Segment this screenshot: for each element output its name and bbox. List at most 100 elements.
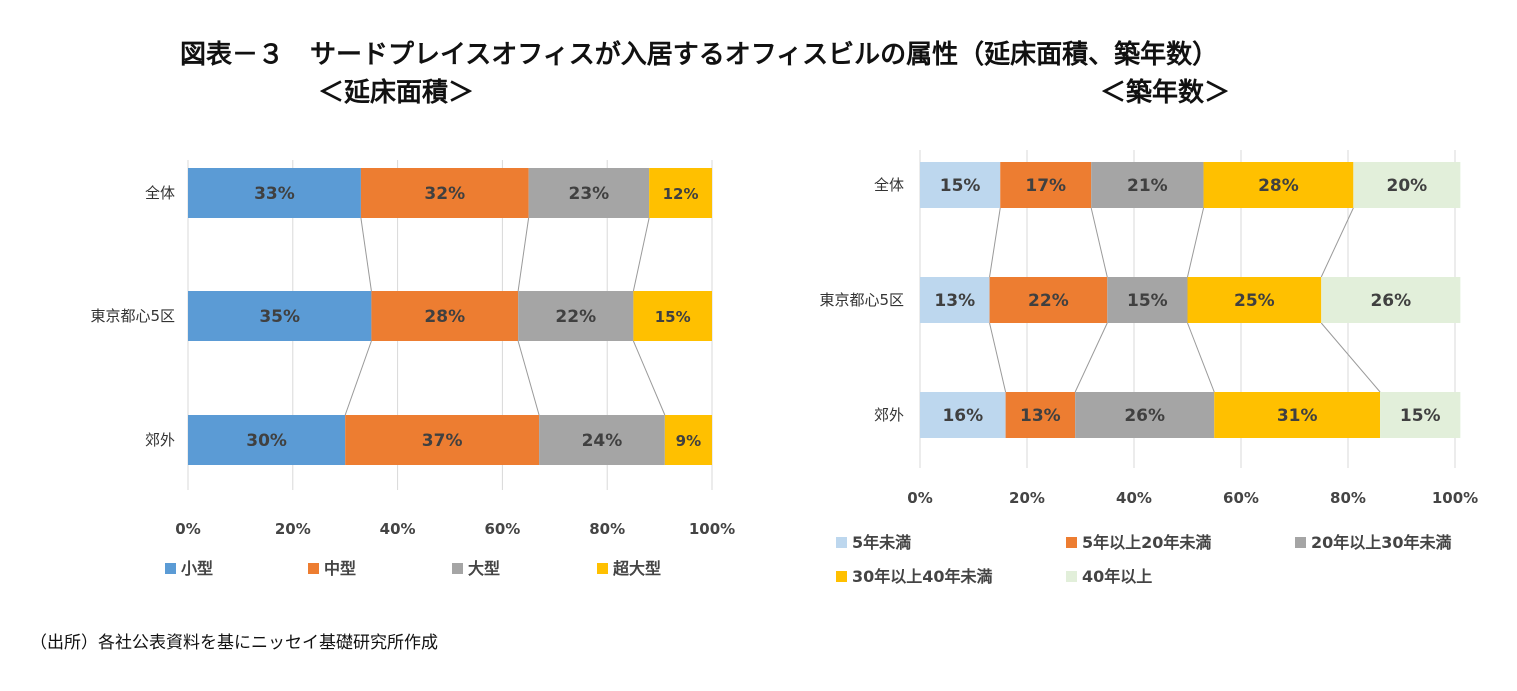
bar-中型-郊外 (345, 415, 540, 465)
x-tick-label: 60% (1223, 489, 1259, 507)
series-connector-line (1320, 207, 1354, 278)
legend-swatch-5年未満 (836, 537, 847, 548)
bar-40年以上-東京都心5区 (1321, 277, 1461, 323)
data-label: 24% (582, 431, 623, 451)
data-label: 26% (1124, 406, 1165, 426)
bar-5年以上20年未満-郊外 (1005, 392, 1076, 438)
legend-swatch-5年以上20年未満 (1066, 537, 1077, 548)
page-title: 図表－３ サードプレイスオフィスが入居するオフィスビルの属性（延床面積、築年数） (180, 40, 1219, 70)
data-label: 22% (1028, 291, 1069, 311)
series-connector-line (1074, 322, 1108, 393)
bar-5年以上20年未満-全体 (1000, 162, 1092, 208)
legend-swatch-20年以上30年未満 (1295, 537, 1306, 548)
category-label: 全体 (874, 176, 904, 194)
x-tick-label: 80% (589, 520, 625, 538)
x-tick-label: 100% (1432, 489, 1478, 507)
source-note: （出所）各社公表資料を基にニッセイ基礎研究所作成 (30, 633, 438, 653)
legend-label: 30年以上40年未満 (852, 567, 993, 586)
right-chart-subtitle: ＜築年数＞ (1100, 78, 1231, 108)
data-label: 15% (1127, 291, 1168, 311)
series-connector-line (360, 217, 372, 292)
bar-30年以上40年未満-郊外 (1214, 392, 1381, 438)
bar-30年以上40年未満-全体 (1203, 162, 1354, 208)
data-label: 30% (246, 431, 287, 451)
legend-label: 5年未満 (852, 533, 911, 552)
data-label: 15% (655, 308, 691, 326)
legend-label: 20年以上30年未満 (1311, 533, 1452, 552)
data-label: 17% (1025, 176, 1066, 196)
x-tick-label: 100% (689, 520, 735, 538)
bar-30年以上40年未満-東京都心5区 (1187, 277, 1322, 323)
data-label: 13% (1020, 406, 1061, 426)
series-connector-line (344, 340, 372, 416)
bar-超大型-東京都心5区 (633, 291, 712, 341)
data-label: 9% (676, 432, 701, 450)
legend-swatch-大型 (452, 563, 463, 574)
series-connector-line (989, 322, 1007, 393)
category-label: 郊外 (145, 431, 175, 449)
data-label: 37% (422, 431, 463, 451)
x-tick-label: 40% (1116, 489, 1152, 507)
legend-swatch-中型 (308, 563, 319, 574)
legend-label: 小型 (181, 559, 213, 578)
bar-5年未満-郊外 (920, 392, 1006, 438)
bar-小型-全体 (188, 168, 361, 218)
bar-5年以上20年未満-東京都心5区 (989, 277, 1108, 323)
data-label: 32% (424, 184, 465, 204)
data-label: 12% (663, 185, 699, 203)
x-tick-label: 40% (380, 520, 416, 538)
x-tick-label: 0% (907, 489, 932, 507)
series-connector-line (1187, 322, 1215, 393)
bar-大型-東京都心5区 (518, 291, 634, 341)
legend-label: 中型 (324, 559, 356, 578)
bar-小型-郊外 (188, 415, 346, 465)
bar-大型-全体 (528, 168, 650, 218)
data-label: 20% (1386, 176, 1427, 196)
legend-swatch-小型 (165, 563, 176, 574)
series-connector-line (989, 207, 1001, 278)
series-connector-line (632, 340, 666, 416)
bar-超大型-郊外 (664, 415, 712, 465)
bar-中型-東京都心5区 (371, 291, 519, 341)
bar-20年以上30年未満-東京都心5区 (1107, 277, 1188, 323)
data-label: 28% (424, 307, 465, 327)
data-label: 15% (940, 176, 981, 196)
bar-40年以上-全体 (1353, 162, 1461, 208)
data-label: 25% (1234, 291, 1275, 311)
series-connector-line (1320, 322, 1381, 393)
x-tick-label: 80% (1330, 489, 1366, 507)
bar-40年以上-郊外 (1380, 392, 1461, 438)
x-tick-label: 0% (175, 520, 200, 538)
bar-20年以上30年未満-全体 (1091, 162, 1204, 208)
x-tick-label: 60% (484, 520, 520, 538)
data-label: 28% (1258, 176, 1299, 196)
series-connector-line (517, 340, 540, 416)
bar-超大型-全体 (649, 168, 712, 218)
data-label: 31% (1277, 406, 1318, 426)
category-label: 全体 (145, 184, 175, 202)
bar-小型-東京都心5区 (188, 291, 372, 341)
data-label: 21% (1127, 176, 1168, 196)
series-connector-line (1187, 207, 1205, 278)
data-label: 13% (934, 291, 975, 311)
data-label: 15% (1400, 406, 1441, 426)
bar-20年以上30年未満-郊外 (1075, 392, 1215, 438)
legend-label: 超大型 (612, 559, 661, 578)
legend-label: 40年以上 (1082, 567, 1152, 586)
bar-中型-全体 (360, 168, 529, 218)
data-label: 22% (555, 307, 596, 327)
data-label: 23% (569, 184, 610, 204)
data-label: 16% (942, 406, 983, 426)
x-tick-label: 20% (275, 520, 311, 538)
legend-swatch-40年以上 (1066, 571, 1077, 582)
legend-swatch-超大型 (597, 563, 608, 574)
legend-swatch-30年以上40年未満 (836, 571, 847, 582)
series-connector-line (517, 217, 530, 292)
bar-5年未満-東京都心5区 (920, 277, 990, 323)
category-label: 東京都心5区 (90, 307, 175, 325)
legend-label: 大型 (468, 559, 500, 578)
series-connector-line (632, 217, 650, 292)
category-label: 郊外 (874, 406, 904, 424)
data-label: 35% (259, 307, 300, 327)
